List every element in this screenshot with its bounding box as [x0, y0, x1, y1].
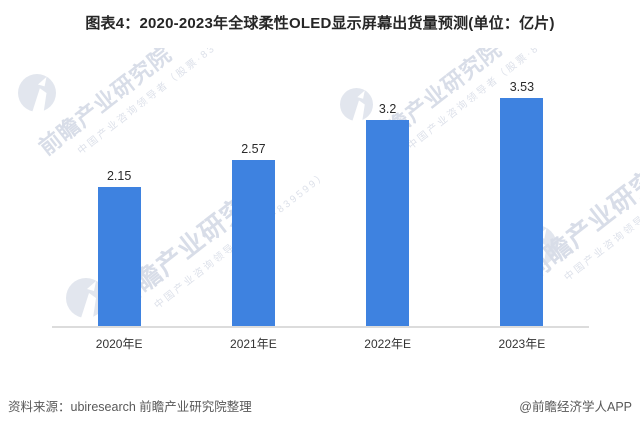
x-axis: 2020年E 2021年E 2022年E 2023年E: [52, 335, 589, 352]
bar-value-label: 3.53: [509, 80, 535, 94]
attribution-note: @前瞻经济学人APP: [519, 400, 632, 414]
bar-column-2023e: 3.53: [455, 55, 589, 326]
bar-column-2022e: 3.2: [321, 55, 455, 326]
bar-2020e: [97, 187, 141, 326]
bar-2021e: [231, 160, 275, 326]
x-tick-2022e: 2022年E: [364, 337, 411, 351]
source-note: 资料来源：ubiresearch 前瞻产业研究院整理: [8, 400, 252, 414]
bar-value-label: 2.15: [106, 169, 132, 183]
bar-value-label: 2.57: [241, 142, 266, 156]
bar-column-2021e: 2.57: [186, 55, 320, 326]
plot-area: 2.15 2.57 3.2 3.53: [52, 55, 589, 328]
bar-2022e: [366, 120, 410, 326]
x-tick-2021e: 2021年E: [230, 337, 277, 351]
bar-2023e: [500, 98, 544, 326]
chart-title: 图表4：2020-2023年全球柔性OLED显示屏幕出货量预测(单位：亿片): [85, 15, 555, 32]
x-tick-2020e: 2020年E: [95, 337, 143, 351]
bar-value-label: 3.2: [378, 102, 397, 116]
footer: 资料来源：ubiresearch 前瞻产业研究院整理 @前瞻经济学人APP: [0, 394, 640, 416]
qianzhan-logo-icon: [18, 74, 56, 112]
x-tick-2023e: 2023年E: [498, 337, 546, 351]
bar-column-2020e: 2.15: [52, 55, 186, 326]
